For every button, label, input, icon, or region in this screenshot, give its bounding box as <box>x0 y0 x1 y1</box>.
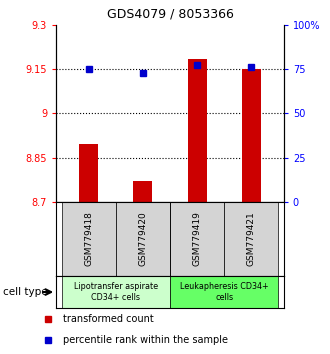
Text: GSM779421: GSM779421 <box>247 212 256 266</box>
Bar <box>170 202 224 276</box>
Bar <box>187 59 207 202</box>
Text: GSM779419: GSM779419 <box>193 211 202 267</box>
Bar <box>224 202 279 276</box>
Bar <box>61 276 170 308</box>
Text: percentile rank within the sample: percentile rank within the sample <box>63 335 228 345</box>
Bar <box>61 202 116 276</box>
Bar <box>79 144 98 202</box>
Title: GDS4079 / 8053366: GDS4079 / 8053366 <box>107 8 233 21</box>
Text: Leukapheresis CD34+
cells: Leukapheresis CD34+ cells <box>180 282 269 302</box>
Text: cell type: cell type <box>3 287 48 297</box>
Text: transformed count: transformed count <box>63 314 153 324</box>
Bar <box>242 69 261 202</box>
Text: Lipotransfer aspirate
CD34+ cells: Lipotransfer aspirate CD34+ cells <box>74 282 158 302</box>
Text: GSM779418: GSM779418 <box>84 211 93 267</box>
Bar <box>133 181 152 202</box>
Text: GSM779420: GSM779420 <box>138 212 147 266</box>
Bar <box>170 276 279 308</box>
Bar <box>116 202 170 276</box>
